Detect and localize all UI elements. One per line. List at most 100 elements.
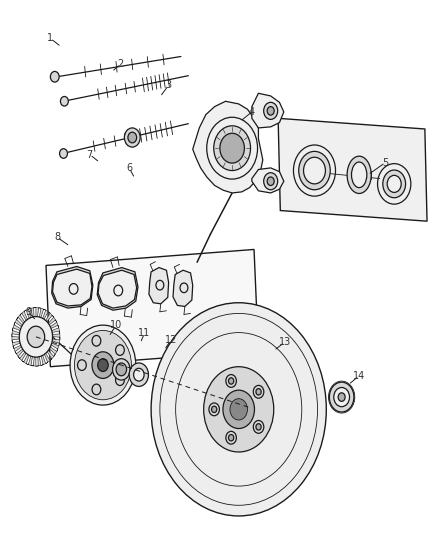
Text: 12: 12 xyxy=(165,335,177,345)
Polygon shape xyxy=(18,352,26,360)
Circle shape xyxy=(116,345,124,356)
Circle shape xyxy=(329,382,354,412)
Polygon shape xyxy=(22,354,29,364)
Circle shape xyxy=(256,424,261,430)
Circle shape xyxy=(92,384,101,395)
Text: 13: 13 xyxy=(279,337,291,347)
Circle shape xyxy=(334,387,350,407)
Polygon shape xyxy=(252,168,284,193)
Circle shape xyxy=(209,403,219,416)
Polygon shape xyxy=(18,313,25,324)
Polygon shape xyxy=(46,313,54,321)
Circle shape xyxy=(207,117,258,179)
Circle shape xyxy=(304,157,325,184)
Polygon shape xyxy=(31,357,36,366)
Circle shape xyxy=(253,421,264,433)
Circle shape xyxy=(264,173,278,190)
Text: 2: 2 xyxy=(117,59,124,69)
Text: 14: 14 xyxy=(353,371,365,381)
Polygon shape xyxy=(52,328,60,334)
Circle shape xyxy=(70,325,136,405)
Circle shape xyxy=(264,102,278,119)
Circle shape xyxy=(116,363,127,376)
Circle shape xyxy=(92,352,114,378)
Polygon shape xyxy=(36,308,41,317)
Circle shape xyxy=(256,389,261,395)
Polygon shape xyxy=(26,308,31,318)
Polygon shape xyxy=(97,268,138,310)
Polygon shape xyxy=(42,310,50,319)
Circle shape xyxy=(124,128,140,147)
Text: 7: 7 xyxy=(87,150,93,159)
Polygon shape xyxy=(53,269,92,306)
Polygon shape xyxy=(278,118,427,221)
Circle shape xyxy=(92,335,101,346)
Text: 1: 1 xyxy=(47,34,53,43)
Circle shape xyxy=(267,107,274,115)
Polygon shape xyxy=(12,328,20,335)
Polygon shape xyxy=(15,349,24,357)
Polygon shape xyxy=(47,350,54,360)
Circle shape xyxy=(223,390,254,429)
Polygon shape xyxy=(193,101,263,193)
Circle shape xyxy=(214,126,251,171)
Polygon shape xyxy=(26,356,32,366)
Circle shape xyxy=(226,375,237,387)
Text: 9: 9 xyxy=(25,307,32,317)
Circle shape xyxy=(383,170,406,198)
Circle shape xyxy=(299,151,330,190)
Polygon shape xyxy=(15,317,22,327)
Circle shape xyxy=(50,71,59,82)
Text: 10: 10 xyxy=(110,320,122,330)
Polygon shape xyxy=(52,266,93,308)
Ellipse shape xyxy=(347,156,371,193)
Text: 3: 3 xyxy=(166,80,172,90)
Circle shape xyxy=(128,132,137,143)
Circle shape xyxy=(338,393,345,401)
Polygon shape xyxy=(12,340,20,346)
Circle shape xyxy=(116,375,124,385)
Circle shape xyxy=(230,399,247,420)
Polygon shape xyxy=(12,334,19,340)
Polygon shape xyxy=(41,356,46,366)
Circle shape xyxy=(204,367,274,452)
Circle shape xyxy=(212,406,217,413)
Polygon shape xyxy=(252,93,284,128)
Circle shape xyxy=(98,359,108,372)
Polygon shape xyxy=(13,345,21,352)
Circle shape xyxy=(129,363,148,386)
Polygon shape xyxy=(51,343,59,352)
Polygon shape xyxy=(22,310,28,320)
Circle shape xyxy=(387,175,401,192)
Text: 11: 11 xyxy=(138,328,151,338)
Polygon shape xyxy=(39,308,46,318)
Polygon shape xyxy=(98,270,137,308)
Circle shape xyxy=(134,368,144,381)
Polygon shape xyxy=(49,347,57,357)
Ellipse shape xyxy=(351,162,367,188)
Polygon shape xyxy=(36,357,41,366)
Polygon shape xyxy=(44,353,50,364)
Circle shape xyxy=(113,359,130,380)
Polygon shape xyxy=(50,322,59,328)
Circle shape xyxy=(74,330,131,400)
Polygon shape xyxy=(31,308,36,317)
Circle shape xyxy=(60,149,67,158)
Text: 5: 5 xyxy=(382,158,389,167)
Polygon shape xyxy=(48,317,57,325)
Text: 4: 4 xyxy=(249,107,255,117)
Circle shape xyxy=(60,96,68,106)
Polygon shape xyxy=(173,270,193,306)
Circle shape xyxy=(78,360,86,370)
Circle shape xyxy=(151,303,326,516)
Text: 8: 8 xyxy=(54,232,60,242)
Circle shape xyxy=(220,133,244,163)
Circle shape xyxy=(229,378,234,384)
Polygon shape xyxy=(53,334,60,340)
Polygon shape xyxy=(46,249,258,367)
Polygon shape xyxy=(149,268,169,304)
Circle shape xyxy=(267,177,274,185)
Text: 6: 6 xyxy=(126,163,132,173)
Circle shape xyxy=(226,431,237,444)
Circle shape xyxy=(19,317,53,357)
